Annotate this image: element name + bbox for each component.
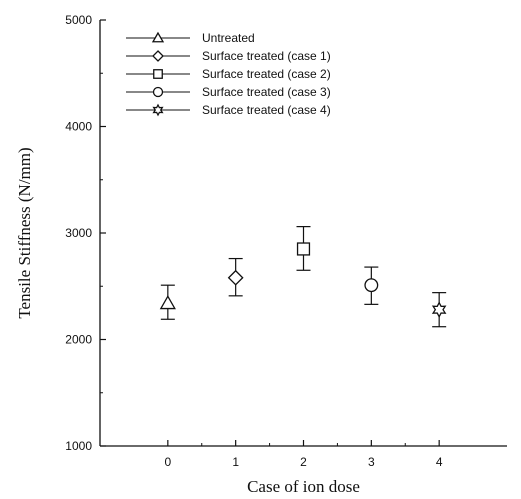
x-tick-label: 2 xyxy=(300,455,307,469)
ticks: 1000 2000 3000 4000 5000 0 1 2 3 4 xyxy=(65,13,443,469)
legend-marker-triangle xyxy=(151,31,165,43)
y-tick-label: 1000 xyxy=(65,439,92,453)
y-axis-title: Tensile Stiffness (N/mm) xyxy=(15,147,34,318)
data-points xyxy=(159,226,447,328)
x-tick-label: 0 xyxy=(164,455,171,469)
x-tick-label: 1 xyxy=(232,455,239,469)
y-tick-label: 5000 xyxy=(65,13,92,27)
x-axis-title: Case of ion dose xyxy=(247,477,360,496)
legend-label: Surface treated (case 3) xyxy=(202,85,331,99)
legend-label: Surface treated (case 1) xyxy=(202,49,331,63)
x-tick-label: 3 xyxy=(368,455,375,469)
data-point-circle xyxy=(364,278,379,293)
data-point-square xyxy=(296,242,311,256)
data-point-triangle xyxy=(159,294,176,310)
y-tick-label: 2000 xyxy=(65,333,92,347)
legend-marker-diamond xyxy=(152,50,164,62)
data-point-diamond xyxy=(227,269,244,286)
legend-marker-star xyxy=(152,103,164,117)
legend-marker-circle xyxy=(152,86,164,98)
legend: Untreated Surface treated (case 1) Surface… xyxy=(126,31,331,117)
data-point-star xyxy=(431,301,447,319)
legend-label: Surface treated (case 2) xyxy=(202,67,331,81)
x-tick-label: 4 xyxy=(436,455,443,469)
legend-label: Untreated xyxy=(202,31,255,45)
legend-label: Surface treated (case 4) xyxy=(202,103,331,117)
y-tick-label: 3000 xyxy=(65,226,92,240)
legend-marker-square xyxy=(153,69,163,79)
y-tick-label: 4000 xyxy=(65,120,92,134)
